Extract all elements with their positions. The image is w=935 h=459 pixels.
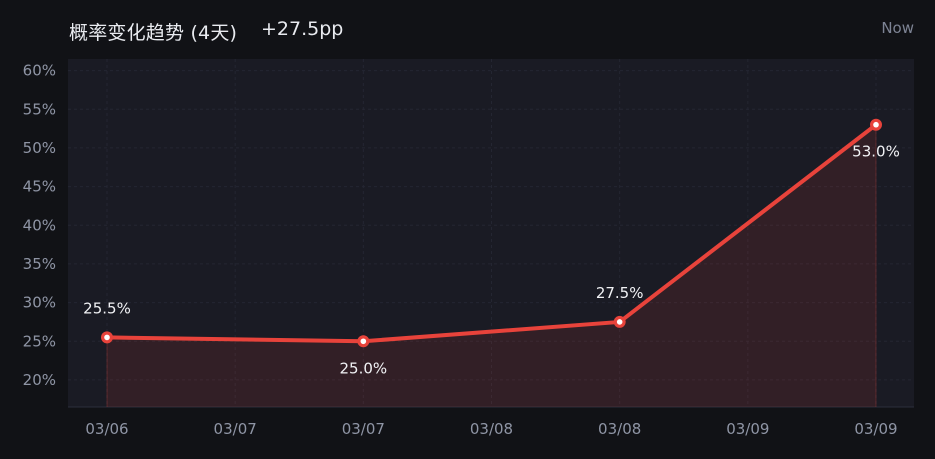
- now-label: Now: [881, 19, 914, 37]
- y-tick-label: 40%: [23, 216, 56, 234]
- data-label: 25.5%: [83, 299, 131, 317]
- data-point-center: [616, 319, 623, 325]
- data-point-center: [360, 338, 367, 345]
- x-tick-label: 03/09: [854, 420, 897, 438]
- y-tick-label: 20%: [23, 371, 56, 389]
- x-tick-label: 03/07: [342, 420, 385, 438]
- x-tick-label: 03/06: [85, 420, 128, 438]
- data-label: 25.0%: [340, 359, 388, 377]
- x-tick-label: 03/09: [726, 420, 769, 438]
- x-tick-label: 03/08: [470, 420, 513, 438]
- series-area: [107, 124, 876, 407]
- y-tick-label: 55%: [23, 100, 56, 118]
- data-label: 53.0%: [852, 143, 900, 161]
- y-tick-label: 60%: [23, 62, 56, 80]
- y-tick-label: 45%: [23, 178, 56, 196]
- series-line: [105, 122, 878, 344]
- x-tick-label: 03/07: [214, 420, 257, 438]
- change-badge: +27.5pp: [261, 18, 344, 40]
- y-tick-label: 30%: [23, 294, 56, 312]
- data-label: 27.5%: [596, 284, 644, 302]
- x-tick-label: 03/08: [598, 420, 641, 438]
- data-point-center: [104, 334, 110, 341]
- chart-title: 概率变化趋势 (4天): [69, 22, 238, 44]
- y-tick-label: 25%: [23, 332, 56, 350]
- y-tick-label: 35%: [23, 255, 56, 273]
- y-tick-label: 50%: [23, 139, 56, 157]
- data-point-center: [873, 121, 879, 128]
